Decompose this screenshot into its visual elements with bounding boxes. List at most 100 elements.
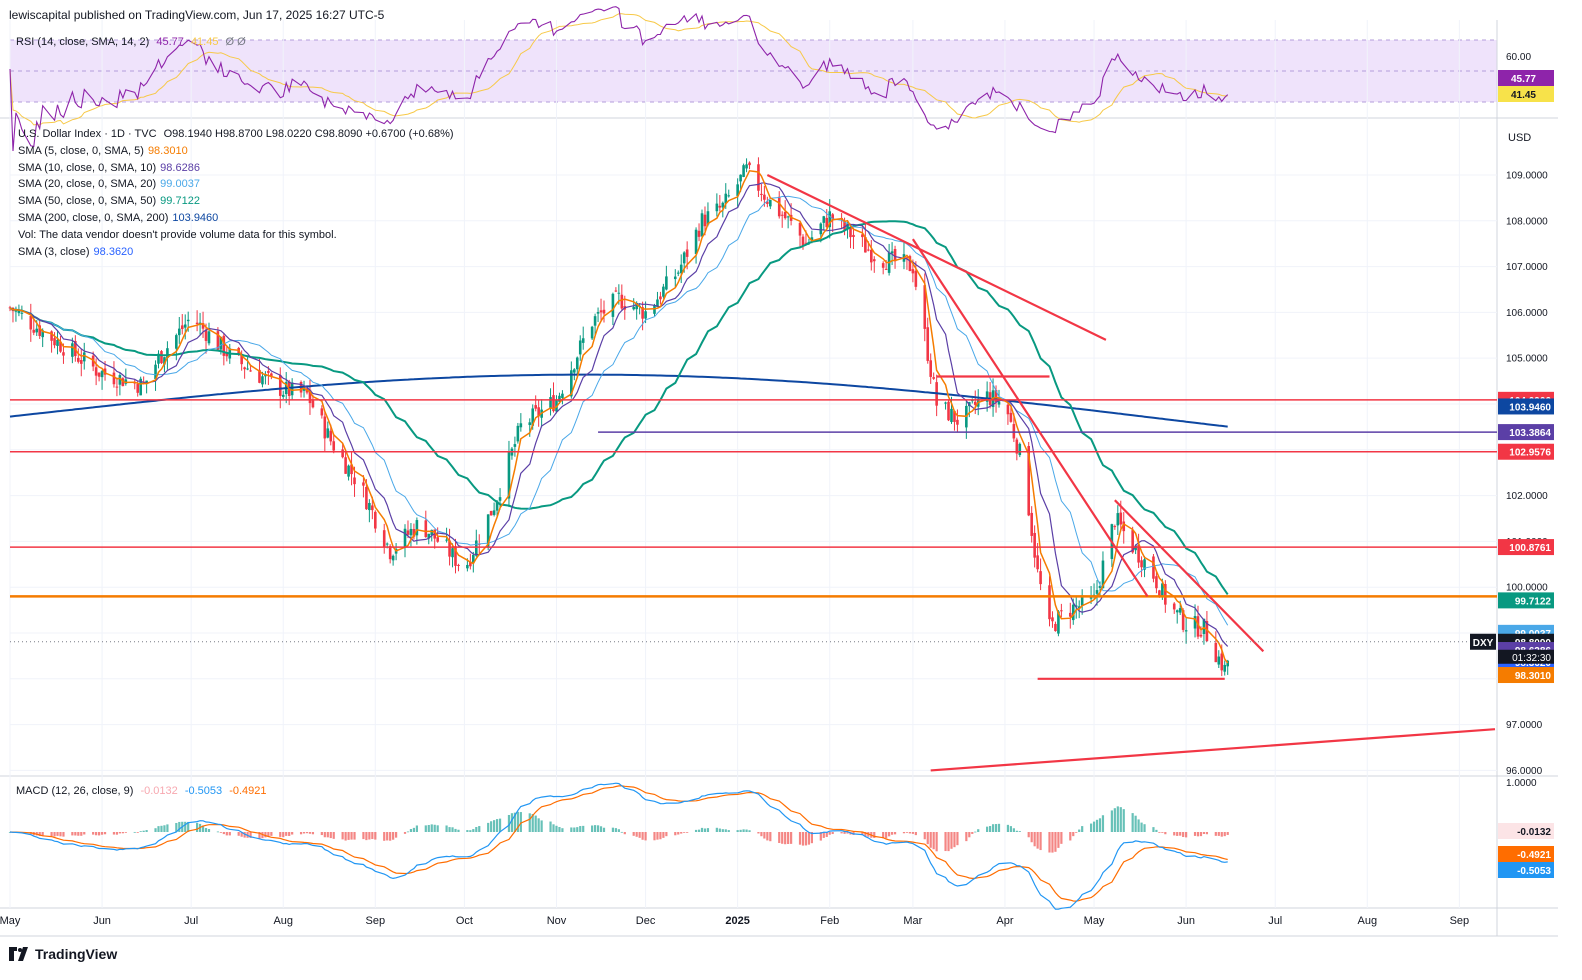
candle-body (777, 196, 781, 217)
macd-hist-bar (582, 825, 585, 832)
candle-body (1054, 623, 1057, 632)
candle-body (694, 229, 698, 254)
candle-body (1175, 610, 1179, 613)
macd-hist-bar (386, 832, 389, 841)
macd-hist-bar (1051, 832, 1054, 853)
candle-body (219, 336, 223, 350)
macd-hist-bar (745, 829, 748, 832)
indicator-row[interactable]: Vol: The data vendor doesn't provide vol… (18, 227, 454, 244)
candle-body (290, 382, 294, 396)
candle-body (656, 299, 659, 307)
indicator-label: SMA (10, close, 0, SMA, 10) (18, 161, 157, 174)
macd-hist-bar (632, 832, 635, 836)
indicator-value: 103.9460 (172, 211, 219, 224)
tradingview-logo[interactable]: TradingView (9, 946, 117, 962)
indicator-row[interactable]: SMA (20, close, 0, SMA, 20) 99.0037 (18, 176, 454, 193)
candle-body (706, 211, 710, 225)
macd-hist-bar (911, 832, 914, 834)
macd-hist-bar (893, 832, 897, 835)
macd-hist-bar (326, 832, 329, 838)
macd-hist-bar (166, 824, 169, 832)
macd-hist-bar (766, 832, 769, 841)
candle-body (97, 372, 101, 377)
candle-body (1164, 583, 1167, 605)
macd-hist-bar (905, 832, 909, 833)
macd-hist-bar (341, 832, 344, 840)
candle-body (112, 372, 116, 385)
indicator-row[interactable]: SMA (5, close, 0, SMA, 5) 98.3010 (18, 143, 454, 160)
macd-hist-bar (1205, 832, 1209, 835)
macd-hist-bar (576, 827, 579, 832)
candle-body (724, 193, 728, 204)
candle-body (1036, 555, 1039, 570)
trendline (766, 173, 1107, 341)
candle-body (763, 194, 766, 200)
candle-body (1161, 583, 1164, 598)
macd-hist-bar (1101, 815, 1105, 832)
macd-hist-bar (888, 832, 891, 837)
candle-body (53, 338, 56, 346)
countdown-text: 01:32:30 (1512, 653, 1551, 664)
macd-hist-bar (822, 832, 825, 838)
macd-hist-bar (445, 825, 448, 832)
candle-body (341, 449, 344, 458)
indicator-row[interactable]: SMA (10, close, 0, SMA, 10) 98.6286 (18, 160, 454, 177)
candle-body (71, 343, 74, 357)
symbol-info[interactable]: U.S. Dollar Index · 1D · TVC O98.1940 H9… (18, 126, 454, 143)
macd-hist-bar (540, 820, 543, 832)
candle-body (403, 528, 407, 548)
candle-body (412, 528, 416, 537)
candle-body (760, 193, 763, 195)
macd-hist-bar (703, 828, 707, 832)
macd-line (9, 782, 1228, 910)
macd-hist-bar (994, 824, 998, 832)
candle-body (1158, 590, 1161, 598)
indicator-row[interactable]: SMA (50, close, 0, SMA, 50) 99.7122 (18, 193, 454, 210)
indicator-value: 98.3010 (147, 144, 188, 157)
candle-body (596, 312, 600, 314)
macd-hist-bar (873, 832, 876, 838)
x-tick-label: Mar (903, 915, 922, 927)
macd-hist-bar (947, 832, 950, 852)
macd-hist-bar (908, 832, 912, 834)
macd-hist-bar (302, 832, 306, 834)
candle-body (552, 395, 555, 412)
candle-body (632, 306, 635, 310)
candle-body (489, 510, 493, 516)
macd-hist-bar (56, 832, 59, 836)
macd-hist-bar (403, 832, 407, 834)
candle-body (424, 520, 428, 537)
indicator-row[interactable]: SMA (200, close, 0, SMA, 200) 103.9460 (18, 210, 454, 227)
macd-label: MACD (12, 26, close, 9) (16, 785, 134, 797)
macd-hist-bar (736, 830, 739, 832)
macd-hist-bar (757, 832, 760, 834)
candle-body (1134, 545, 1137, 551)
macd-hist-bar (1048, 832, 1051, 853)
candle-body (302, 387, 306, 391)
candle-body (216, 331, 220, 350)
candle-body (41, 330, 44, 338)
candle-body (14, 310, 18, 312)
macd-hist-bar (656, 832, 659, 840)
macd-hist-bar (890, 832, 894, 835)
indicator-row[interactable]: SMA (3, close) 98.3620 (18, 244, 454, 261)
macd-hist-bar (1152, 827, 1155, 832)
candle-body (183, 324, 187, 328)
macd-hist-bar (308, 832, 312, 834)
macd-hist-bar (923, 832, 926, 840)
macd-badge (1498, 846, 1554, 862)
candle-body (685, 249, 689, 257)
candle-body (1018, 443, 1022, 456)
candle-body (620, 294, 624, 309)
macd-hist-bar (721, 829, 724, 832)
brand-name: TradingView (35, 946, 118, 962)
candle-body (1193, 616, 1197, 629)
sma5-line (9, 169, 1229, 664)
macd-badge-text: -0.4921 (1517, 850, 1551, 861)
macd-hist-bar (769, 832, 772, 842)
macd-hist-bar (790, 832, 793, 844)
candle-body (77, 357, 80, 362)
candle-body (249, 370, 252, 372)
macd-legend: MACD (12, 26, close, 9) -0.0132 -0.5053 … (16, 783, 267, 800)
